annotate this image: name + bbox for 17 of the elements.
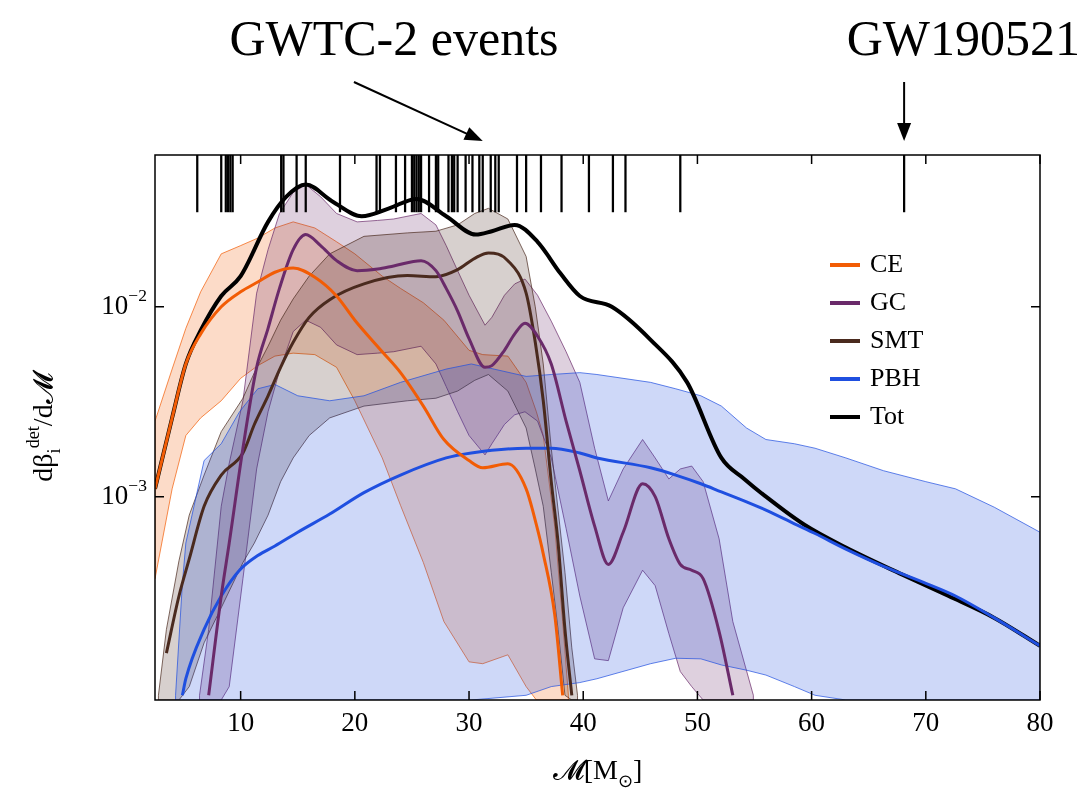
x-tick-label: 30 — [455, 707, 483, 738]
x-axis-title: 𝓜[M⊙] — [552, 754, 643, 792]
legend-label: GC — [870, 286, 907, 316]
x-tick-label: 60 — [798, 707, 826, 738]
legend-label: CE — [870, 248, 904, 278]
x-tick-label: 50 — [683, 707, 711, 738]
x-tick-label: 40 — [569, 707, 597, 738]
x-tick-label: 20 — [341, 707, 369, 738]
text: GW190521 — [846, 10, 1081, 67]
y-axis-title: dβidet/d𝓜 — [23, 369, 65, 482]
legend-label: SMT — [870, 324, 924, 354]
x-tick-label: 70 — [912, 707, 940, 738]
x-tick-label: 10 — [227, 707, 255, 738]
legend-label: PBH — [870, 362, 921, 392]
x-tick-label: 80 — [1026, 707, 1054, 738]
legend-label: Tot — [870, 400, 906, 430]
text: GWTC-2 events — [229, 10, 559, 67]
